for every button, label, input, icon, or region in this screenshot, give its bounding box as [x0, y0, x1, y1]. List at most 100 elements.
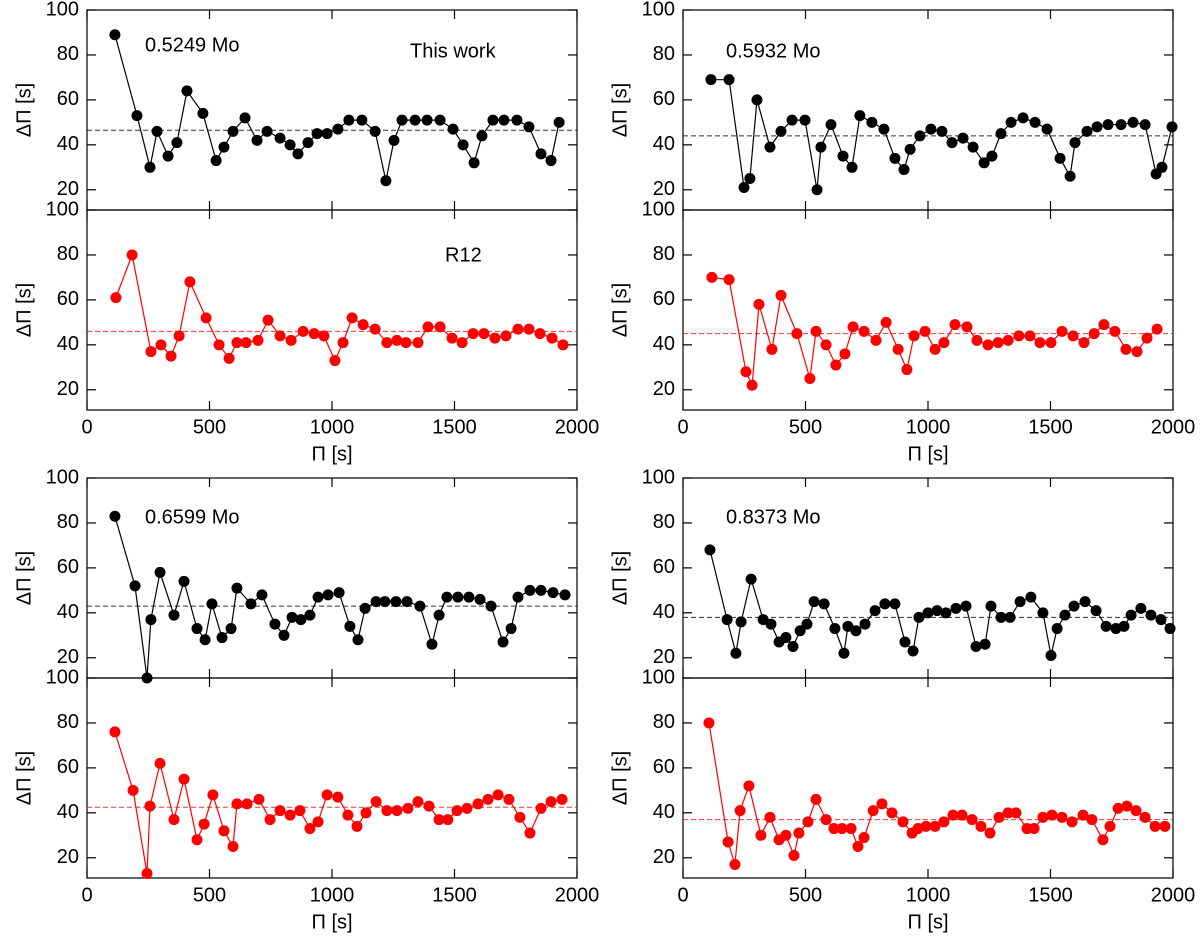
data-point [880, 316, 892, 328]
data-point [524, 584, 536, 596]
data-point [1046, 809, 1058, 821]
data-point [391, 334, 403, 346]
data-point [274, 330, 286, 342]
data-point [489, 332, 501, 344]
panel: 20 40 60 80 100 ΔΠ [s] 0.5932 Mo [609, 0, 1178, 211]
data-point [357, 319, 369, 331]
data-point [1079, 596, 1091, 608]
data-point [269, 618, 281, 630]
data-point [1141, 332, 1153, 344]
data-point [546, 332, 558, 344]
data-point [1029, 116, 1041, 128]
x-tick-label: 500 [789, 884, 822, 906]
data-point [274, 132, 286, 144]
data-point [810, 325, 822, 337]
data-point [899, 636, 911, 648]
data-point [1013, 330, 1025, 342]
data-point [261, 125, 273, 137]
y-tick-label: 80 [57, 43, 79, 65]
x-tick-label: 0 [81, 884, 92, 906]
data-point [1086, 814, 1098, 826]
data-point [545, 155, 557, 167]
data-point [1149, 820, 1161, 832]
data-point [369, 323, 381, 335]
data-point [434, 321, 446, 333]
data-point [391, 805, 403, 817]
data-point [1155, 614, 1167, 626]
data-point [920, 820, 932, 832]
data-point [730, 647, 742, 659]
data-point [704, 544, 716, 556]
data-point [804, 373, 816, 385]
data-point [1090, 605, 1102, 617]
data-point [967, 141, 979, 153]
data-point [787, 641, 799, 653]
data-point [859, 618, 871, 630]
data-point [993, 811, 1005, 823]
data-point [523, 121, 535, 133]
data-point [738, 182, 750, 194]
data-point [791, 328, 803, 340]
data-point [956, 809, 968, 821]
y-tick-label: 40 [653, 601, 675, 623]
data-point [938, 337, 950, 349]
data-point [745, 573, 757, 585]
data-point [472, 798, 484, 810]
y-axis-label: ΔΠ [s] [13, 751, 35, 805]
data-point [858, 325, 870, 337]
data-point [463, 591, 475, 603]
data-point [343, 114, 355, 126]
data-point [318, 330, 330, 342]
data-point [421, 114, 433, 126]
data-point [765, 618, 777, 630]
data-point [1115, 119, 1127, 131]
data-point [1056, 325, 1068, 337]
data-point [534, 328, 546, 340]
data-point [878, 123, 890, 135]
data-point [198, 818, 210, 830]
data-point [523, 323, 535, 335]
data-point [359, 602, 371, 614]
data-point [199, 634, 211, 646]
data-point [828, 823, 840, 835]
data-point [830, 359, 842, 371]
data-point [129, 580, 141, 592]
data-point [1081, 125, 1093, 137]
data-point [557, 339, 569, 351]
y-tick-label: 100 [46, 198, 79, 220]
data-point [995, 128, 1007, 140]
data-point [723, 74, 735, 86]
data-point [388, 134, 400, 146]
data-point [982, 339, 994, 351]
y-tick-label: 40 [653, 801, 675, 823]
data-point [241, 798, 253, 810]
plot-frame [682, 677, 1174, 879]
y-tick-label: 100 [642, 466, 675, 488]
data-line [114, 731, 563, 874]
data-point [351, 820, 363, 832]
data-point [867, 805, 879, 817]
data-point [898, 164, 910, 176]
y-tick-label: 60 [57, 556, 79, 578]
data-point [321, 789, 333, 801]
data-point [904, 143, 916, 155]
x-tick-label: 1500 [1028, 416, 1073, 438]
data-point [369, 125, 381, 137]
data-point [1166, 121, 1178, 133]
data-point [396, 114, 408, 126]
x-tick-label: 0 [677, 416, 688, 438]
data-point [285, 334, 297, 346]
data-point [829, 623, 841, 635]
data-point [1056, 811, 1068, 823]
data-point [553, 116, 565, 128]
y-tick-label: 40 [653, 133, 675, 155]
data-point [461, 802, 473, 814]
data-point [286, 611, 298, 623]
data-point [412, 796, 424, 808]
y-axis-label: ΔΠ [s] [609, 551, 631, 605]
data-point [262, 314, 274, 326]
x-axis-label: Π [s] [907, 911, 948, 933]
y-tick-label: 40 [57, 601, 79, 623]
